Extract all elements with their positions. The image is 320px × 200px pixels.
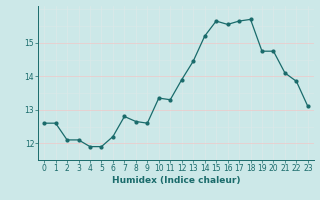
X-axis label: Humidex (Indice chaleur): Humidex (Indice chaleur) — [112, 176, 240, 185]
